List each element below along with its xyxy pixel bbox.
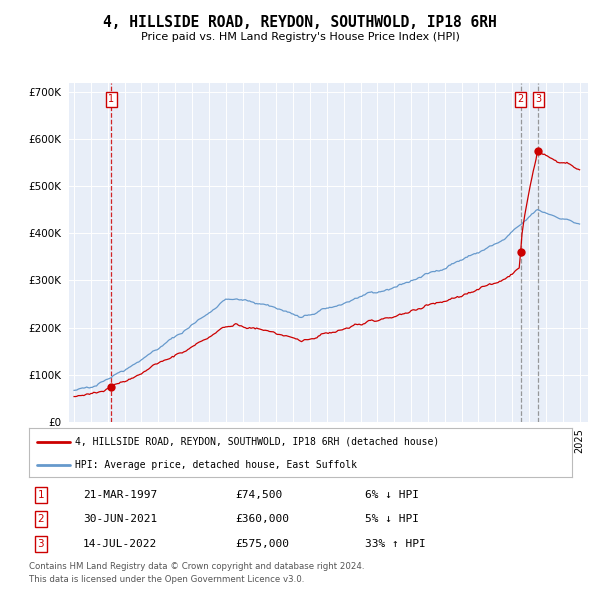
Text: HPI: Average price, detached house, East Suffolk: HPI: Average price, detached house, East… bbox=[75, 460, 357, 470]
Text: £360,000: £360,000 bbox=[235, 514, 289, 524]
Text: 1: 1 bbox=[37, 490, 44, 500]
Text: 5% ↓ HPI: 5% ↓ HPI bbox=[365, 514, 419, 524]
Text: 1: 1 bbox=[109, 94, 115, 104]
Text: 3: 3 bbox=[535, 94, 541, 104]
Text: £74,500: £74,500 bbox=[235, 490, 283, 500]
Text: 21-MAR-1997: 21-MAR-1997 bbox=[83, 490, 157, 500]
Text: £575,000: £575,000 bbox=[235, 539, 289, 549]
Text: 33% ↑ HPI: 33% ↑ HPI bbox=[365, 539, 426, 549]
Text: 4, HILLSIDE ROAD, REYDON, SOUTHWOLD, IP18 6RH: 4, HILLSIDE ROAD, REYDON, SOUTHWOLD, IP1… bbox=[103, 15, 497, 30]
Text: 14-JUL-2022: 14-JUL-2022 bbox=[83, 539, 157, 549]
Text: 2: 2 bbox=[517, 94, 524, 104]
Text: 6% ↓ HPI: 6% ↓ HPI bbox=[365, 490, 419, 500]
Text: This data is licensed under the Open Government Licence v3.0.: This data is licensed under the Open Gov… bbox=[29, 575, 304, 584]
Text: 3: 3 bbox=[37, 539, 44, 549]
Text: 4, HILLSIDE ROAD, REYDON, SOUTHWOLD, IP18 6RH (detached house): 4, HILLSIDE ROAD, REYDON, SOUTHWOLD, IP1… bbox=[75, 437, 439, 447]
Text: Price paid vs. HM Land Registry's House Price Index (HPI): Price paid vs. HM Land Registry's House … bbox=[140, 32, 460, 42]
Text: 30-JUN-2021: 30-JUN-2021 bbox=[83, 514, 157, 524]
Text: Contains HM Land Registry data © Crown copyright and database right 2024.: Contains HM Land Registry data © Crown c… bbox=[29, 562, 364, 571]
Text: 2: 2 bbox=[37, 514, 44, 524]
